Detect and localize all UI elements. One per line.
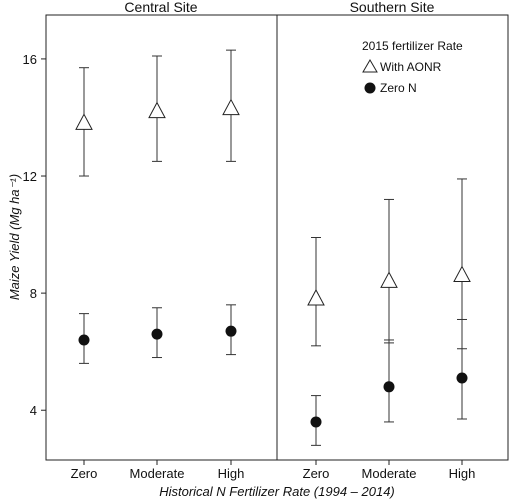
data-point-triangle	[222, 98, 240, 116]
y-tick-label: 8	[30, 286, 37, 301]
y-tick-label: 4	[30, 403, 37, 418]
x-axis: Zero Moderate High Zero Moderate High	[71, 460, 476, 481]
data-point-triangle	[380, 271, 398, 288]
legend-triangle-marker	[362, 59, 378, 73]
x-tick-label: Zero	[303, 466, 330, 481]
x-tick-label: Moderate	[130, 466, 185, 481]
legend: 2015 fertilizer Rate With AONR Zero N	[362, 39, 463, 95]
data-point-circle	[151, 328, 163, 340]
x-tick-label: High	[218, 466, 245, 481]
y-axis-label: Maize Yield (Mg ha⁻¹)	[7, 174, 22, 300]
x-axis-label: Historical N Fertilizer Rate (1994 – 201…	[159, 484, 395, 499]
x-tick-label: High	[449, 466, 476, 481]
data-point-triangle	[148, 101, 166, 119]
legend-entry-zero-n: Zero N	[380, 81, 417, 95]
panel-title-central: Central Site	[124, 0, 197, 15]
data-marks	[75, 49, 471, 446]
legend-circle-marker	[364, 82, 376, 94]
data-point-circle	[310, 416, 322, 428]
y-axis: 4 8 12 16	[23, 52, 46, 418]
panel-title-southern: Southern Site	[350, 0, 435, 15]
legend-title: 2015 fertilizer Rate	[362, 39, 463, 53]
data-point-circle	[456, 372, 468, 384]
data-point-circle	[383, 381, 395, 393]
y-tick-label: 12	[23, 169, 37, 184]
data-point-triangle	[75, 113, 93, 130]
y-tick-label: 16	[23, 52, 37, 67]
data-point-triangle	[453, 265, 471, 283]
x-tick-label: Zero	[71, 466, 98, 481]
data-point-triangle	[307, 288, 325, 306]
x-tick-label: Moderate	[362, 466, 417, 481]
data-point-circle	[225, 325, 237, 337]
legend-entry-with-aonr: With AONR	[380, 60, 442, 74]
data-point-circle	[78, 334, 90, 346]
